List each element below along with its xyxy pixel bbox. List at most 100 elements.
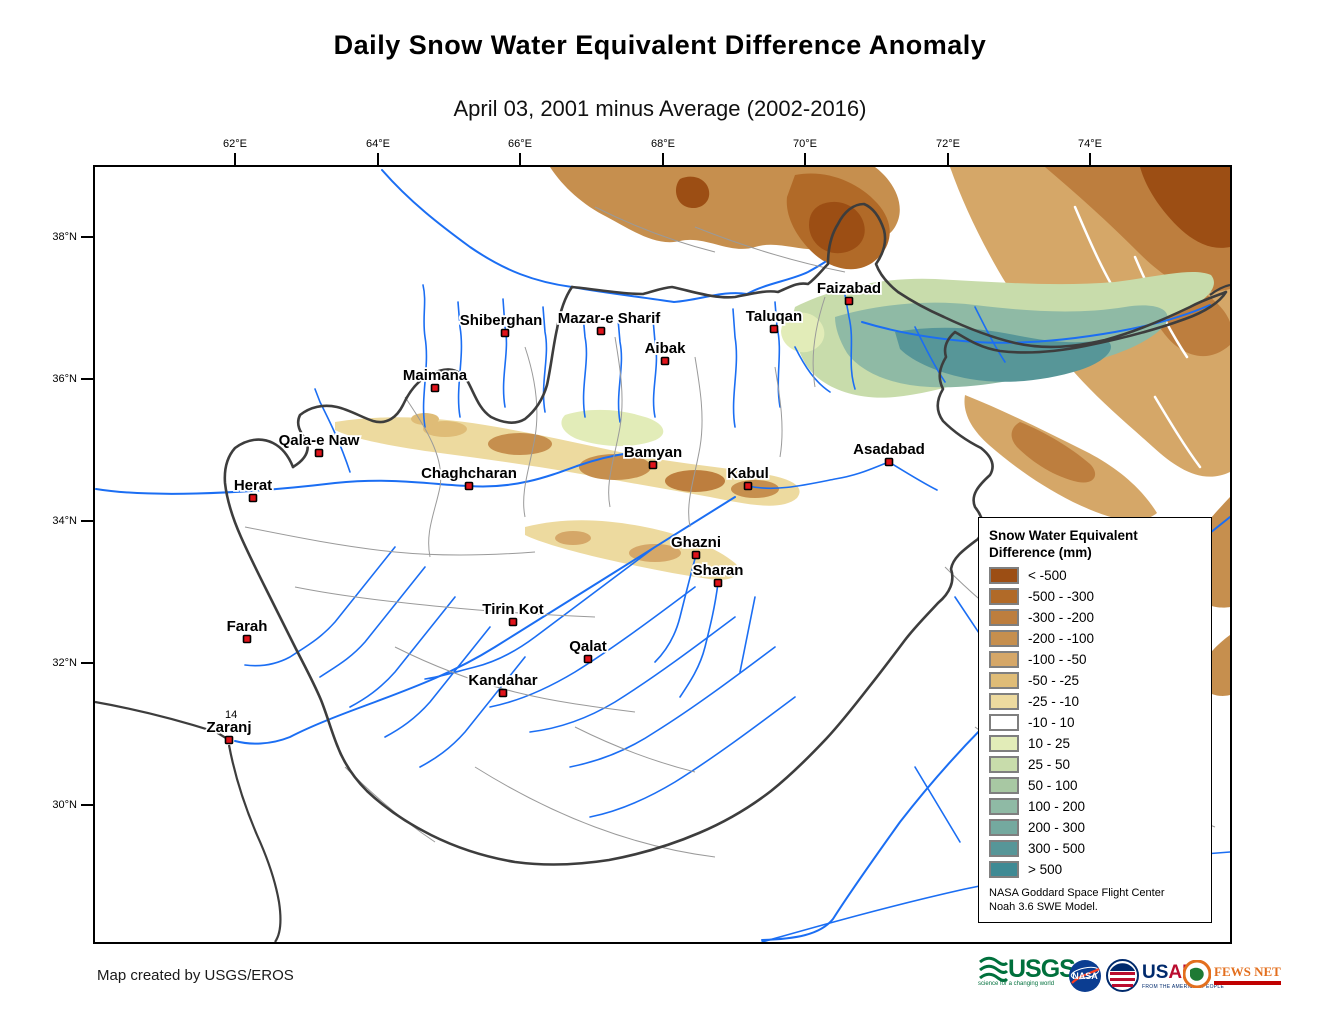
river-north — [582, 314, 588, 418]
river-north — [457, 301, 463, 418]
legend-label: < -500 — [1028, 568, 1067, 583]
city-dot — [713, 578, 723, 588]
fewsnet-logo: FEWS NET — [1183, 960, 1281, 988]
legend-swatch — [989, 798, 1019, 815]
footer-logos: USGS science for a changing world NASA U… — [978, 954, 1281, 1004]
city-dot — [844, 296, 854, 306]
legend-item: -100 - -50 — [989, 649, 1201, 670]
city-label: Kandahar — [468, 672, 537, 689]
afghanistan-border-nw — [291, 285, 574, 469]
city-taluqan[interactable]: Taluqan — [744, 306, 804, 334]
city-asadabad[interactable]: Asadabad — [851, 439, 927, 467]
province-boundary — [404, 396, 442, 558]
city-label: Qalat — [569, 638, 607, 655]
city-farah[interactable]: Farah — [225, 616, 269, 644]
city-label: Herat — [234, 477, 272, 494]
latitude-tick — [81, 378, 93, 380]
city-dot — [769, 324, 779, 334]
river-se — [679, 582, 719, 698]
city-maimana[interactable]: Maimana — [401, 365, 469, 393]
legend-title-line1: Snow Water Equivalent — [989, 528, 1138, 543]
province-boundary — [294, 586, 596, 618]
map-svg: 14 Faizabad Taluqan Mazar-e Sharif Shibergh… — [95, 167, 1230, 942]
city-chaghcharan[interactable]: Chaghcharan — [419, 463, 519, 491]
river-amu-darya — [381, 169, 826, 303]
page-subtitle: April 03, 2001 minus Average (2002-2016) — [453, 96, 867, 121]
province-boundary — [394, 646, 636, 713]
legend-swatch — [989, 777, 1019, 794]
city-qalat[interactable]: Qalat — [567, 636, 609, 664]
city-dot — [884, 457, 894, 467]
city-kabul[interactable]: Kabul — [725, 463, 771, 491]
river-north — [422, 284, 428, 428]
province-boundary — [694, 226, 846, 273]
river-murghab — [314, 388, 351, 473]
latitude-tick-label: 32°N — [52, 657, 77, 669]
legend-swatch — [989, 672, 1019, 689]
legend-label: 10 - 25 — [1028, 736, 1071, 751]
city-label: Tirin Kot — [482, 601, 543, 618]
legend-item: -200 - -100 — [989, 628, 1201, 649]
province-boundary — [608, 336, 623, 508]
river-kokcha — [844, 294, 856, 390]
legend-swatch — [989, 756, 1019, 773]
province-boundary — [812, 296, 826, 388]
river-harirud — [95, 452, 631, 495]
province-boundary — [244, 526, 536, 556]
legend-item: -10 - 10 — [989, 712, 1201, 733]
city-zaranj[interactable]: Zaranj — [205, 717, 253, 745]
river-sw — [529, 616, 736, 733]
legend-title-line2: Difference (mm) — [989, 545, 1092, 560]
city-label: Sharan — [693, 562, 744, 579]
usaid-seal-icon — [1106, 959, 1139, 992]
usaid-tagline: FROM THE AMERICAN PEOPLE — [1142, 983, 1225, 990]
river-sw — [569, 646, 776, 768]
city-mazar-e-sharif[interactable]: Mazar-e Sharif — [556, 308, 663, 336]
city-sharan[interactable]: Sharan — [691, 560, 745, 588]
city-kandahar[interactable]: Kandahar — [467, 670, 540, 698]
city-faizabad[interactable]: Faizabad — [815, 278, 883, 306]
province-boundary — [523, 346, 538, 518]
city-shiberghan[interactable]: Shiberghan — [458, 310, 544, 338]
latitude-tick-label: 38°N — [52, 231, 77, 243]
legend-item: 100 - 200 — [989, 796, 1201, 817]
city-label: Mazar-e Sharif — [558, 310, 662, 327]
city-dot — [648, 460, 658, 470]
city-dot — [430, 383, 440, 393]
terrain-green-small — [781, 312, 825, 353]
terrain-ridge-spot — [488, 433, 552, 455]
terrain-spot — [411, 413, 439, 425]
terrain-ne-dark2 — [675, 176, 710, 209]
city-qala-e-naw[interactable]: Qala-e Naw — [277, 430, 362, 458]
city-bamyan[interactable]: Bamyan — [622, 442, 684, 470]
province-boundary — [474, 766, 716, 858]
legend-label: -300 - -200 — [1028, 610, 1095, 625]
terrain-right-darkbrown — [1140, 167, 1230, 248]
legend-swatch — [989, 567, 1019, 584]
city-aibak[interactable]: Aibak — [643, 338, 688, 366]
city-dot — [596, 326, 606, 336]
terrain-pak-brown — [1011, 422, 1096, 483]
city-dot — [500, 328, 510, 338]
usgs-wordmark: USGS — [1008, 954, 1076, 983]
city-herat[interactable]: Herat — [232, 475, 274, 503]
legend-swatch — [989, 714, 1019, 731]
legend-label: 25 - 50 — [1028, 757, 1071, 772]
city-dot — [743, 481, 753, 491]
longitude-tick — [1089, 153, 1091, 165]
province-boundary — [688, 356, 703, 528]
longitude-tick-label: 62°E — [223, 138, 247, 150]
legend-label: 100 - 200 — [1028, 799, 1086, 814]
usgs-logo: USGS science for a changing world — [978, 954, 1076, 988]
legend-item: 300 - 500 — [989, 838, 1201, 859]
terrain-south-spot — [555, 531, 591, 545]
legend-swatch — [989, 819, 1019, 836]
legend-swatch — [989, 609, 1019, 626]
afghanistan-border — [223, 202, 1228, 866]
legend-item: 200 - 300 — [989, 817, 1201, 838]
city-label: Aibak — [645, 340, 687, 357]
city-ghazni[interactable]: Ghazni — [669, 532, 723, 560]
city-label: Faizabad — [817, 280, 881, 297]
city-tirin-kot[interactable]: Tirin Kot — [481, 599, 545, 627]
legend-item: -300 - -200 — [989, 607, 1201, 628]
